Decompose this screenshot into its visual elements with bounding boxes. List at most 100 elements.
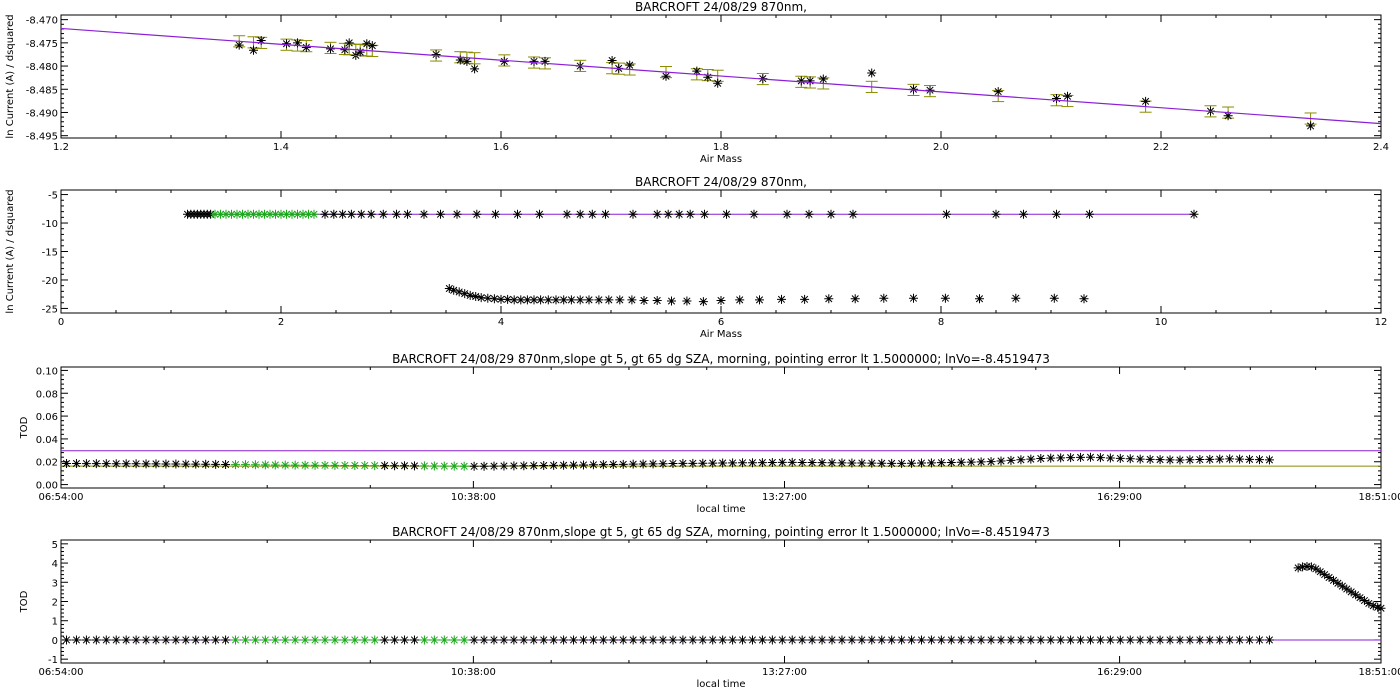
data-point — [618, 459, 628, 469]
data-point — [309, 209, 319, 219]
data-point — [678, 635, 688, 645]
data-point — [211, 635, 221, 645]
data-point — [499, 635, 509, 645]
x-axis: 06:54:00 10:38:00 13:27:00 16:29:00 18:51:00… — [39, 367, 1400, 515]
data-point — [540, 56, 550, 66]
data-point — [559, 635, 569, 645]
data-point — [1306, 562, 1316, 572]
data-point — [993, 87, 1003, 97]
data-point — [877, 458, 887, 468]
data-point — [131, 635, 141, 645]
x-tick-label: 1.2 — [53, 142, 69, 153]
data-point — [909, 293, 918, 303]
y-tick-label: -8.480 — [26, 62, 58, 73]
data-point — [483, 293, 493, 303]
data-point — [926, 635, 936, 645]
data-point — [320, 635, 330, 645]
data-point — [280, 460, 290, 470]
plot-2: BARCROFT 24/08/29 870nm, 0 2 4 6 8 10 12 Air Mas… — [5, 175, 1387, 340]
data-point — [827, 635, 837, 645]
data-point — [1165, 455, 1175, 465]
y-tick-label: 5 — [52, 540, 58, 551]
data-point — [1254, 635, 1264, 645]
data-point — [449, 635, 459, 645]
data-point — [991, 209, 1001, 219]
data-point — [141, 635, 151, 645]
data-point — [867, 68, 877, 78]
data-point — [848, 209, 858, 219]
data-point — [767, 635, 777, 645]
data-point — [1016, 455, 1026, 465]
y-tick-label: -25 — [42, 304, 58, 315]
y-tick-label: 0.10 — [36, 366, 58, 377]
data-point — [996, 635, 1006, 645]
data-point — [400, 635, 410, 645]
data-point — [1076, 635, 1086, 645]
data-point — [181, 635, 191, 645]
data-point — [747, 458, 757, 468]
y-tick-label: -8.470 — [26, 16, 58, 27]
data-point — [479, 461, 489, 471]
data-point — [471, 291, 481, 301]
data-point — [777, 457, 787, 467]
data-point — [221, 459, 231, 469]
chart-title: BARCROFT 24/08/29 870nm,slope gt 5, gt 6… — [392, 525, 1050, 539]
data-point — [380, 461, 390, 471]
data-point — [1066, 453, 1076, 463]
data-point — [543, 295, 553, 305]
data-point — [569, 460, 579, 470]
data-point — [403, 209, 412, 219]
y-axis-label: ln Current (A) / dsquared — [5, 14, 16, 138]
data-point — [419, 209, 429, 219]
data-point — [907, 458, 917, 468]
data-point — [201, 635, 211, 645]
y-tick-label: 0 — [52, 636, 58, 647]
data-point — [800, 294, 810, 304]
x-tick-label: 1.8 — [713, 142, 729, 153]
data-point — [1026, 635, 1036, 645]
y-tick-label: -20 — [42, 276, 58, 287]
data-point — [362, 39, 372, 49]
data-point — [847, 635, 857, 645]
data-point — [628, 459, 638, 469]
data-point — [1373, 602, 1383, 612]
data-point — [628, 635, 638, 645]
data-point — [472, 209, 482, 219]
data-point — [429, 461, 439, 471]
data-point — [431, 49, 441, 59]
data-point — [661, 71, 671, 81]
data-point — [290, 635, 300, 645]
data-point — [460, 289, 470, 299]
data-point — [604, 295, 614, 305]
data-point — [367, 41, 377, 51]
x-tick-label: 13:27:00 — [762, 667, 807, 678]
x-tick-label: 2.2 — [1153, 142, 1169, 153]
data-point — [607, 55, 617, 65]
x-tick-label: 16:29:00 — [1097, 667, 1142, 678]
data-point — [837, 458, 847, 468]
data-point — [91, 635, 101, 645]
data-point — [1320, 570, 1330, 580]
data-point — [678, 458, 688, 468]
data-point — [151, 459, 161, 469]
data-point — [703, 72, 713, 82]
data-point — [1006, 455, 1016, 465]
data-point — [1016, 635, 1026, 645]
data-point — [1254, 455, 1264, 465]
data-point — [674, 209, 684, 219]
plot-frame — [60, 366, 1382, 489]
data-point — [1105, 635, 1115, 645]
data-point — [436, 209, 445, 219]
data-point — [503, 294, 513, 304]
data-point — [718, 635, 728, 645]
data-point — [1311, 564, 1321, 574]
data-point — [513, 209, 522, 219]
x-tick-label: 0 — [58, 317, 64, 328]
data-point — [909, 84, 918, 94]
y-tick-label: -1 — [48, 655, 58, 666]
data-point — [340, 460, 350, 470]
data-point — [380, 635, 390, 645]
data-point — [1105, 453, 1115, 463]
data-point — [1079, 294, 1089, 304]
y-tick-label: -15 — [42, 248, 58, 259]
